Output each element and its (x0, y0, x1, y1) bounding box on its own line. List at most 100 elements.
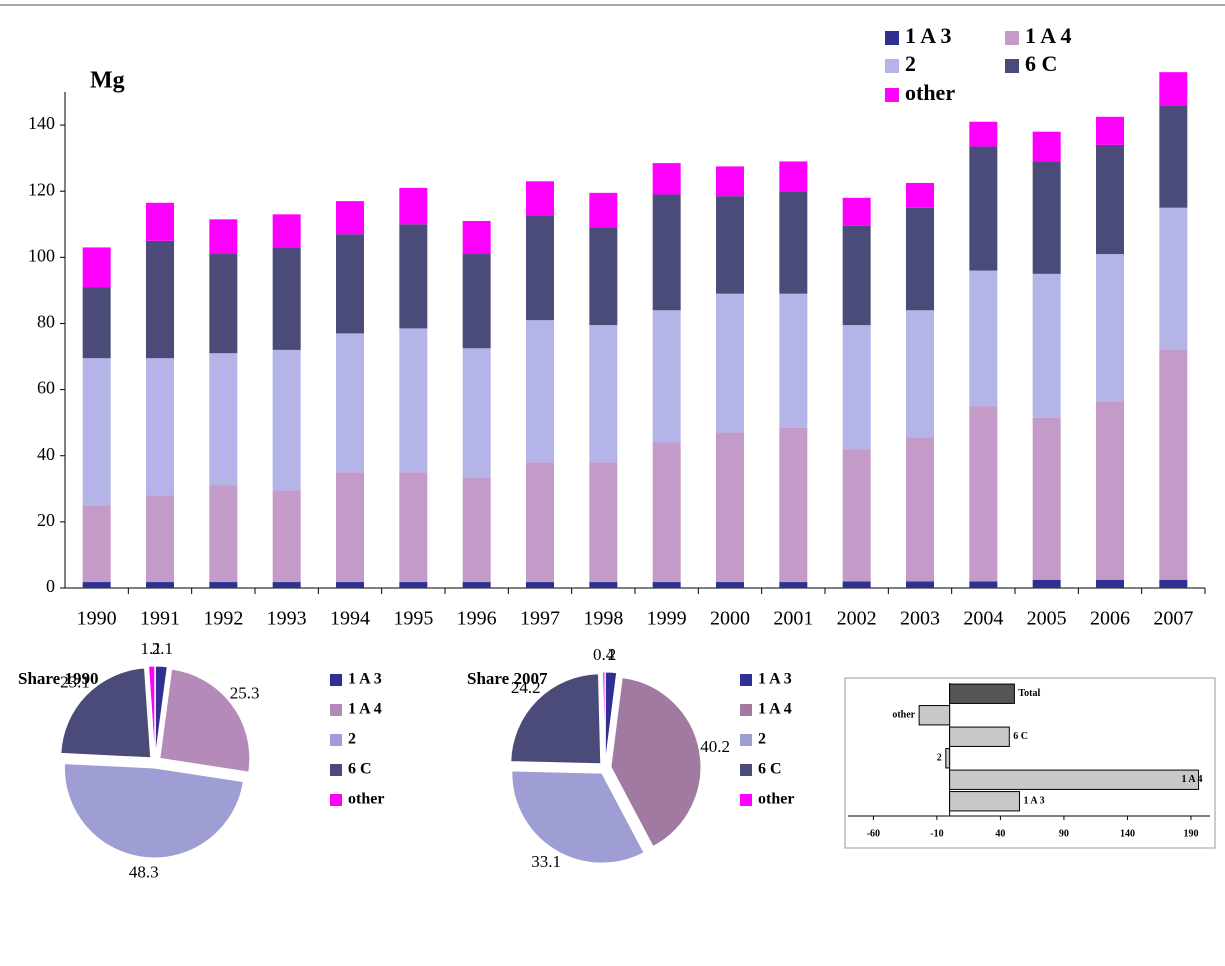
bar-segment (399, 328, 428, 473)
x-tick-label: 2007 (1153, 608, 1193, 630)
bar-segment (589, 582, 618, 588)
bar-segment (272, 582, 301, 588)
pie-value-label: 48.3 (129, 862, 159, 881)
bar-label: other (892, 710, 915, 721)
x-tick-label: 2003 (900, 608, 940, 630)
bar-segment (716, 432, 744, 583)
bar-segment (462, 348, 491, 478)
x-tick-label: 1996 (457, 608, 497, 630)
bar-segment (1096, 116, 1124, 145)
hbar-frame (844, 677, 1216, 849)
pie-title: Share 1990 (18, 669, 98, 688)
bar (945, 748, 951, 769)
legend-label: 1 A 3 (905, 23, 951, 48)
bar-segment (842, 325, 871, 450)
x-tick-label: 2005 (1027, 608, 1067, 630)
bar-segment (209, 219, 238, 255)
pie-slice (60, 667, 152, 759)
y-tick-label: 0 (46, 576, 55, 596)
x-tick-label: 1992 (203, 608, 243, 630)
x-tick-label: 2000 (710, 608, 750, 630)
bar-segment (842, 197, 871, 226)
bar-segment (1096, 579, 1124, 588)
x-tick-label: 1990 (77, 608, 117, 630)
bar-segment (272, 349, 301, 491)
legend-swatch (1005, 59, 1019, 73)
bar-segment (82, 582, 111, 588)
x-tick-label: 2006 (1090, 608, 1130, 630)
bar-segment (652, 194, 681, 311)
bar-segment (82, 505, 111, 583)
bar-segment (1096, 401, 1124, 580)
bar-segment (1032, 417, 1061, 580)
bar-segment (1032, 131, 1061, 162)
bar-segment (1096, 254, 1124, 402)
y-tick-label: 80 (37, 312, 55, 332)
bar-segment (652, 310, 681, 443)
bar-segment (336, 472, 364, 583)
bar-segment (1159, 579, 1188, 588)
pie-title: Share 2007 (467, 669, 548, 688)
bar-segment (1159, 105, 1188, 208)
x-tick-label: 2002 (837, 608, 877, 630)
bar-segment (336, 201, 364, 235)
bar-label: 1 A 3 (1023, 796, 1044, 807)
legend-label: 6 C (348, 761, 372, 778)
y-axis-label: Mg (90, 68, 125, 94)
legend-swatch (330, 764, 342, 776)
bar-segment (969, 121, 998, 147)
bar-segment (906, 581, 934, 588)
bar-segment (652, 163, 681, 195)
bar-segment (82, 247, 111, 288)
bar-segment (82, 358, 111, 506)
pie-slice (602, 671, 606, 763)
bar-segment (82, 287, 111, 359)
bar-segment (779, 161, 808, 192)
x-tick-label: 1999 (647, 608, 687, 630)
x-tick-label: 90 (1059, 828, 1069, 839)
legend-swatch (885, 59, 899, 73)
legend-swatch (885, 88, 899, 102)
bar-segment (716, 293, 744, 433)
y-tick-label: 20 (37, 510, 55, 530)
bar-segment (969, 146, 998, 271)
bar-segment (399, 187, 428, 225)
x-tick-label: 1994 (330, 608, 370, 630)
x-tick-label: -10 (930, 828, 943, 839)
bar-segment (526, 582, 554, 588)
x-tick-label: 1993 (267, 608, 307, 630)
x-tick-label: 40 (995, 828, 1005, 839)
x-tick-label: 1997 (520, 608, 560, 630)
bar-segment (462, 254, 491, 349)
legend-label: 2 (348, 731, 356, 748)
y-tick-label: 40 (37, 444, 55, 464)
bar-segment (969, 406, 998, 582)
bar-segment (462, 582, 491, 588)
legend-swatch (740, 734, 752, 746)
bar-segment (589, 227, 618, 326)
bar-segment (526, 462, 554, 583)
pie-value-label: 40.2 (700, 737, 730, 756)
x-tick-label: 1995 (393, 608, 433, 630)
bar (949, 769, 1200, 790)
y-tick-label: 140 (28, 113, 55, 133)
legend-label: other (905, 80, 955, 105)
legend-label: 2 (905, 51, 916, 76)
pie-slice (159, 668, 251, 773)
bar-segment (589, 192, 618, 228)
pie-value-label: 0.4 (593, 645, 615, 664)
pie-slice (63, 763, 244, 859)
legend-swatch (740, 704, 752, 716)
pie-slice (148, 665, 156, 757)
y-tick-label: 100 (28, 245, 55, 265)
bar-segment (209, 582, 238, 588)
pie-value-label: 25.3 (230, 684, 260, 703)
legend-swatch (740, 764, 752, 776)
legend-swatch (330, 704, 342, 716)
bar-segment (272, 247, 301, 350)
bar-segment (779, 293, 808, 428)
x-tick-label: -60 (867, 828, 880, 839)
bar (949, 726, 1010, 747)
bar-segment (272, 214, 301, 248)
bar-segment (526, 181, 554, 216)
